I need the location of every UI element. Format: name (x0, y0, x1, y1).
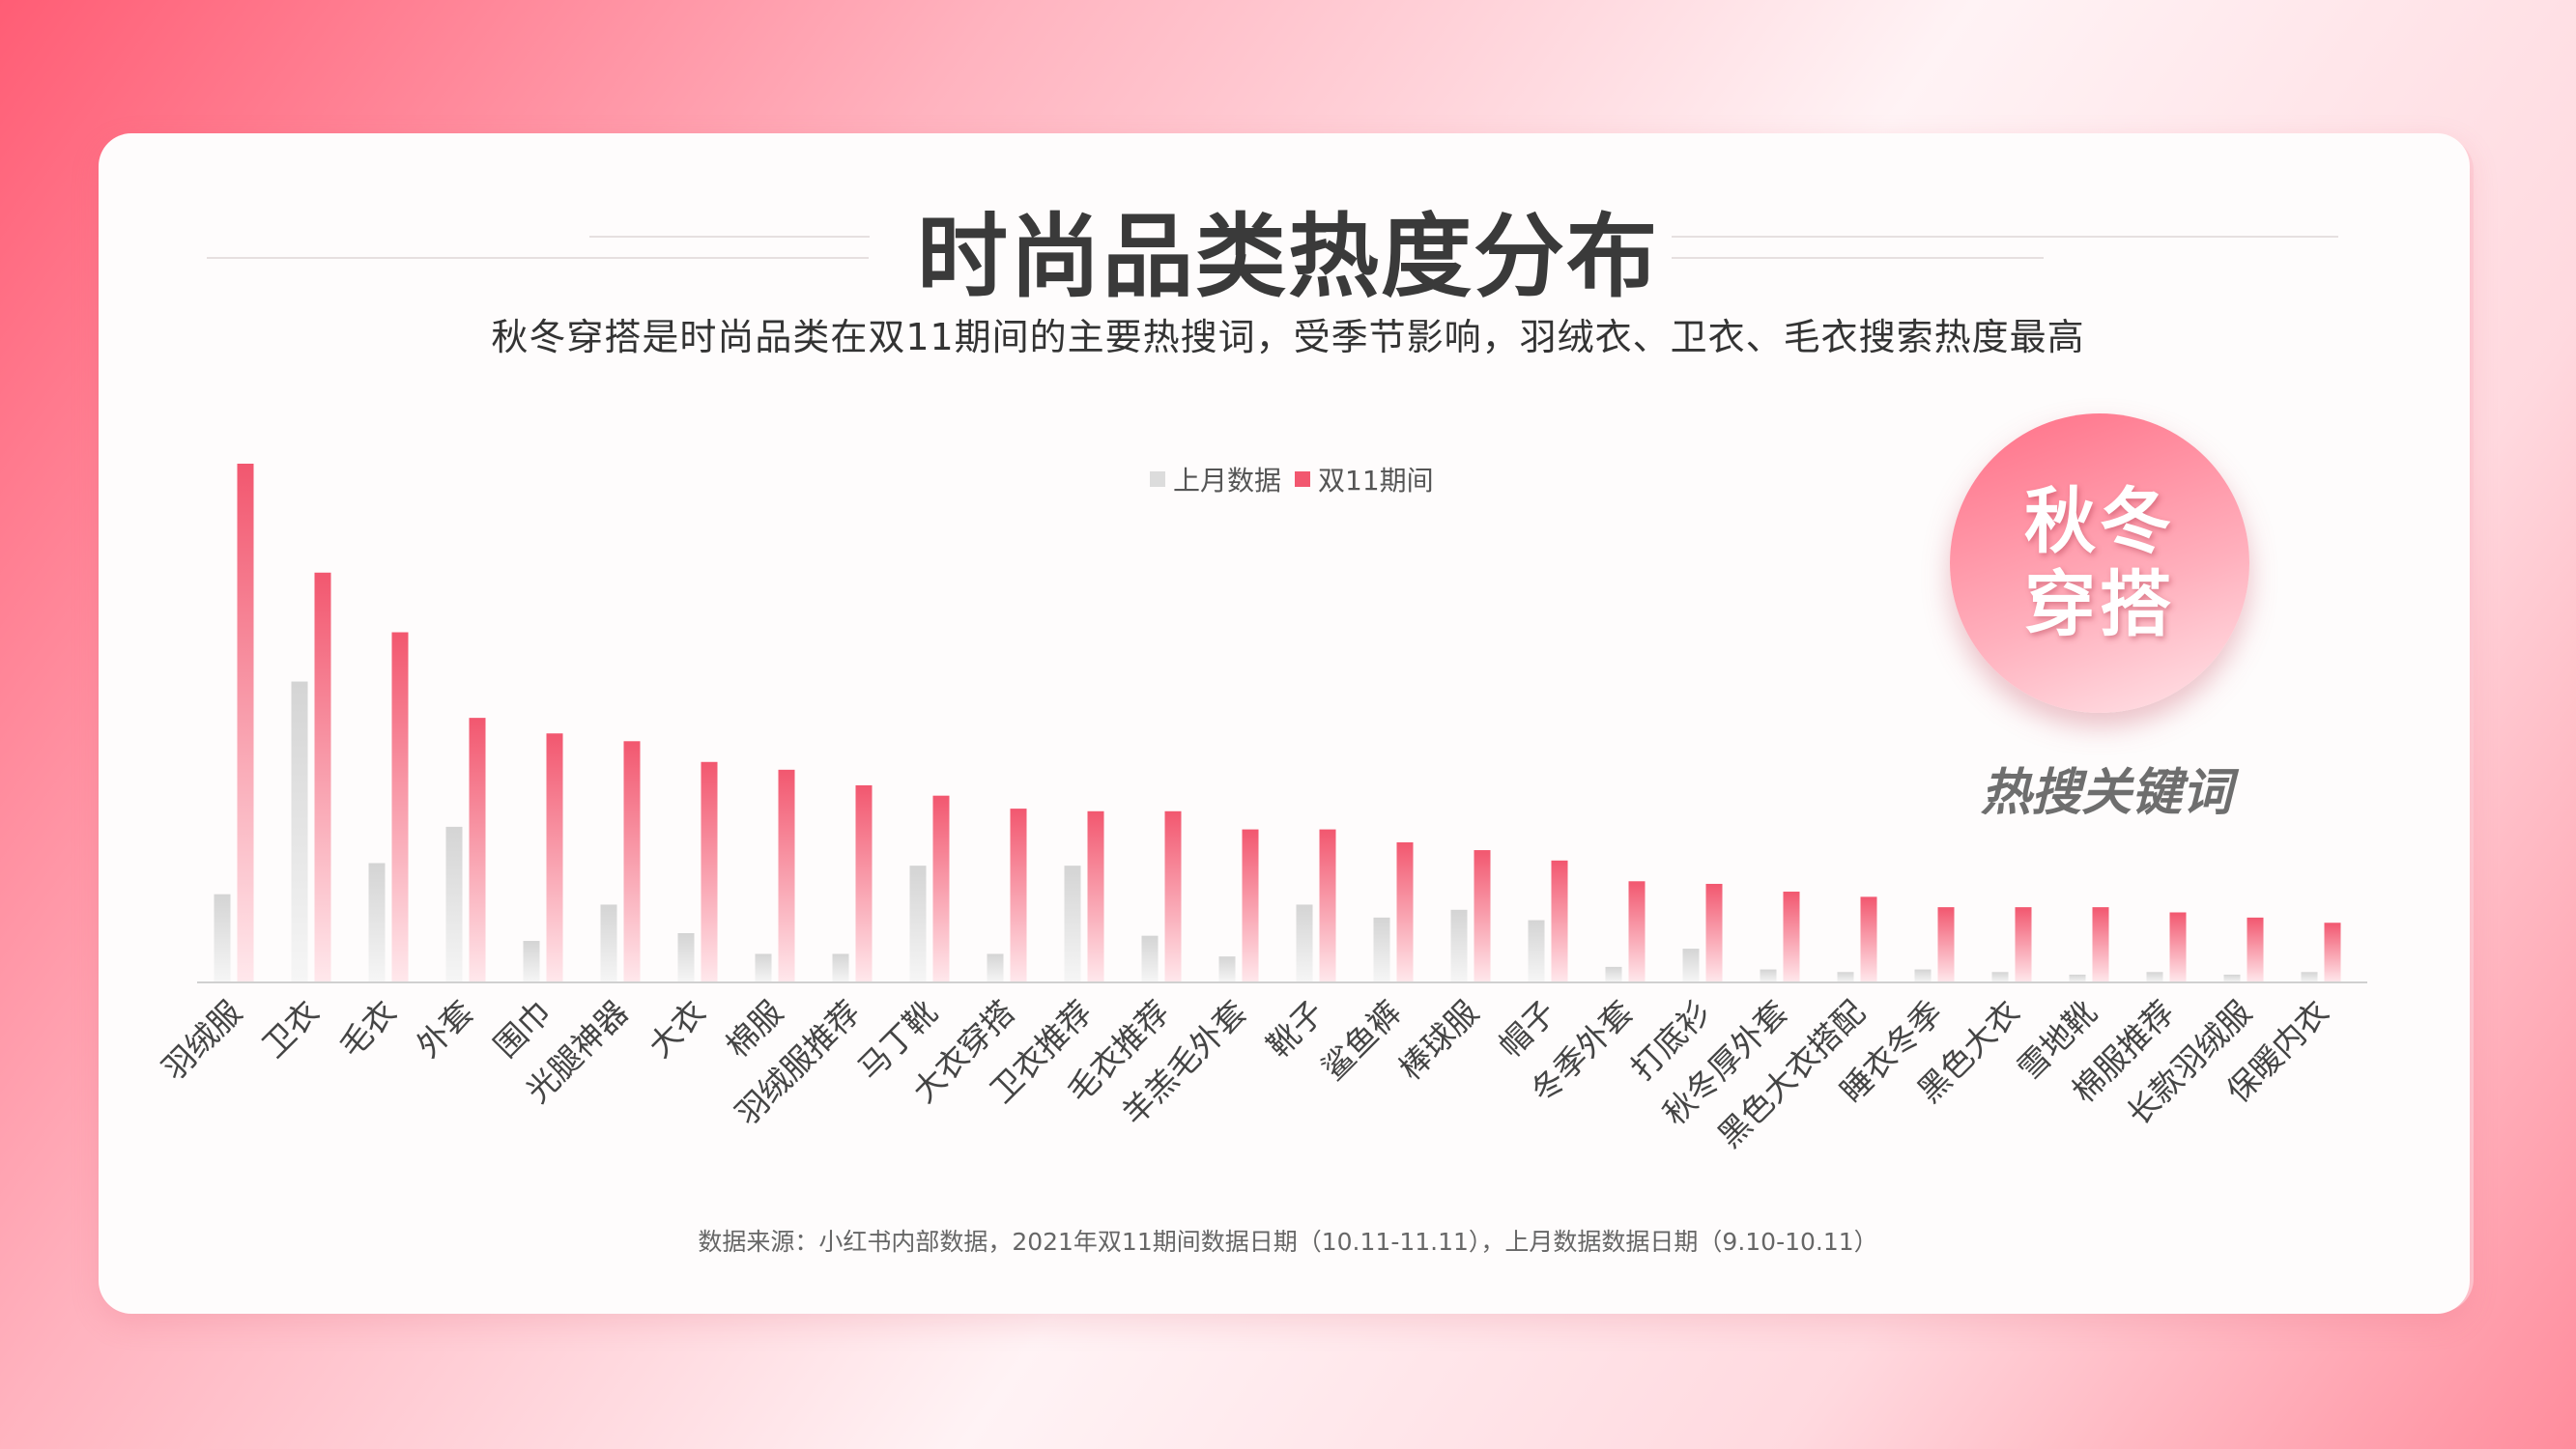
bar-last-month-20 (1760, 969, 1777, 982)
bar-last-month-7 (755, 953, 772, 982)
page-title: 时尚品类热度分布 (916, 205, 1659, 310)
bar-double11-6 (701, 761, 718, 982)
bar-double11-3 (469, 718, 486, 982)
bar-last-month-16 (1450, 909, 1468, 982)
bars-group (214, 464, 2341, 982)
bar-double11-7 (778, 769, 795, 982)
bar-last-month-18 (1605, 966, 1622, 982)
x-tick-label-0: 羽绒服 (155, 993, 249, 1088)
bar-last-month-4 (523, 941, 540, 982)
bar-double11-5 (623, 741, 641, 982)
title-rule-left (207, 257, 869, 259)
badge-line-2: 穿搭 (2024, 563, 2175, 646)
bar-last-month-15 (1373, 917, 1390, 982)
bar-double11-18 (1628, 881, 1646, 982)
bar-double11-1 (314, 572, 331, 982)
hot-keyword-tag: 热搜关键词 (1980, 764, 2232, 822)
x-tick-label-16: 棒球服 (1391, 993, 1486, 1088)
x-tick-label-1: 卫衣 (254, 993, 326, 1065)
bar-last-month-19 (1682, 949, 1700, 982)
bar-last-month-17 (1528, 920, 1545, 982)
main-card (99, 133, 2470, 1314)
title-rule-right-lower (1672, 257, 2044, 259)
x-tick-label-2: 毛衣 (331, 993, 403, 1065)
chart-legend: 上月数据 双11期间 (1150, 460, 1447, 498)
bar-last-month-24 (2069, 974, 2086, 982)
bar-double11-9 (932, 795, 950, 982)
bar-last-month-3 (445, 826, 463, 982)
bar-double11-0 (237, 464, 254, 982)
bar-last-month-14 (1296, 904, 1313, 982)
legend-swatch-last-month (1150, 471, 1165, 487)
bar-last-month-9 (909, 866, 927, 982)
bar-double11-20 (1783, 892, 1800, 982)
bar-last-month-0 (214, 894, 231, 982)
legend-label-last-month: 上月数据 (1173, 465, 1282, 497)
bar-double11-27 (2324, 923, 2341, 982)
legend-item-double11: 双11期间 (1295, 460, 1434, 498)
bar-double11-16 (1474, 850, 1491, 982)
bar-double11-11 (1087, 810, 1104, 982)
legend-item-last-month: 上月数据 (1150, 460, 1281, 498)
data-source-note: 数据来源：小红书内部数据，2021年双11期间数据日期（10.11-11.11）… (698, 1228, 1878, 1256)
bar-last-month-8 (832, 953, 849, 982)
title-rule-left-upper (589, 236, 870, 238)
legend-swatch-double11 (1295, 471, 1311, 487)
badge-text: 秋冬 穿搭 (2024, 480, 2175, 646)
bar-double11-26 (2247, 917, 2264, 982)
bar-double11-25 (2169, 912, 2187, 982)
bar-double11-8 (855, 784, 873, 982)
bar-double11-13 (1242, 829, 1259, 982)
bar-last-month-1 (291, 681, 308, 982)
bar-last-month-10 (987, 953, 1004, 982)
bar-double11-4 (546, 733, 563, 982)
bar-last-month-23 (1991, 972, 2009, 982)
bar-double11-21 (1860, 896, 1877, 982)
bar-last-month-21 (1837, 972, 1854, 982)
x-tick-label-15: 鲨鱼裤 (1314, 993, 1409, 1088)
bar-double11-23 (2015, 907, 2032, 982)
bar-double11-22 (1937, 907, 1955, 982)
bar-last-month-2 (368, 863, 386, 982)
bar-last-month-6 (677, 932, 695, 982)
bar-double11-14 (1319, 829, 1336, 982)
bar-double11-2 (391, 632, 409, 982)
bar-double11-15 (1396, 842, 1414, 982)
bar-last-month-11 (1064, 866, 1081, 982)
bar-double11-19 (1705, 883, 1723, 982)
bar-last-month-27 (2301, 972, 2318, 982)
bar-last-month-13 (1218, 956, 1236, 982)
bar-last-month-25 (2146, 972, 2163, 982)
x-tick-label-3: 外套 (409, 993, 480, 1065)
bar-last-month-26 (2223, 974, 2241, 982)
bar-last-month-5 (600, 904, 617, 982)
legend-label-double11: 双11期间 (1318, 465, 1434, 497)
bar-double11-12 (1164, 810, 1182, 982)
bar-double11-24 (2092, 907, 2109, 982)
page-subtitle: 秋冬穿搭是时尚品类在双11期间的主要热搜词，受季节影响，羽绒衣、卫衣、毛衣搜索热… (491, 316, 2085, 358)
bar-last-month-22 (1914, 969, 1932, 982)
bar-double11-17 (1551, 860, 1568, 982)
badge-line-1: 秋冬 (2024, 480, 2175, 563)
x-tick-label-6: 大衣 (641, 993, 712, 1065)
bar-last-month-12 (1141, 935, 1159, 982)
bar-double11-10 (1010, 809, 1027, 982)
title-rule-right (1672, 236, 2338, 238)
autumn-winter-badge: 秋冬 穿搭 (1950, 413, 2249, 713)
